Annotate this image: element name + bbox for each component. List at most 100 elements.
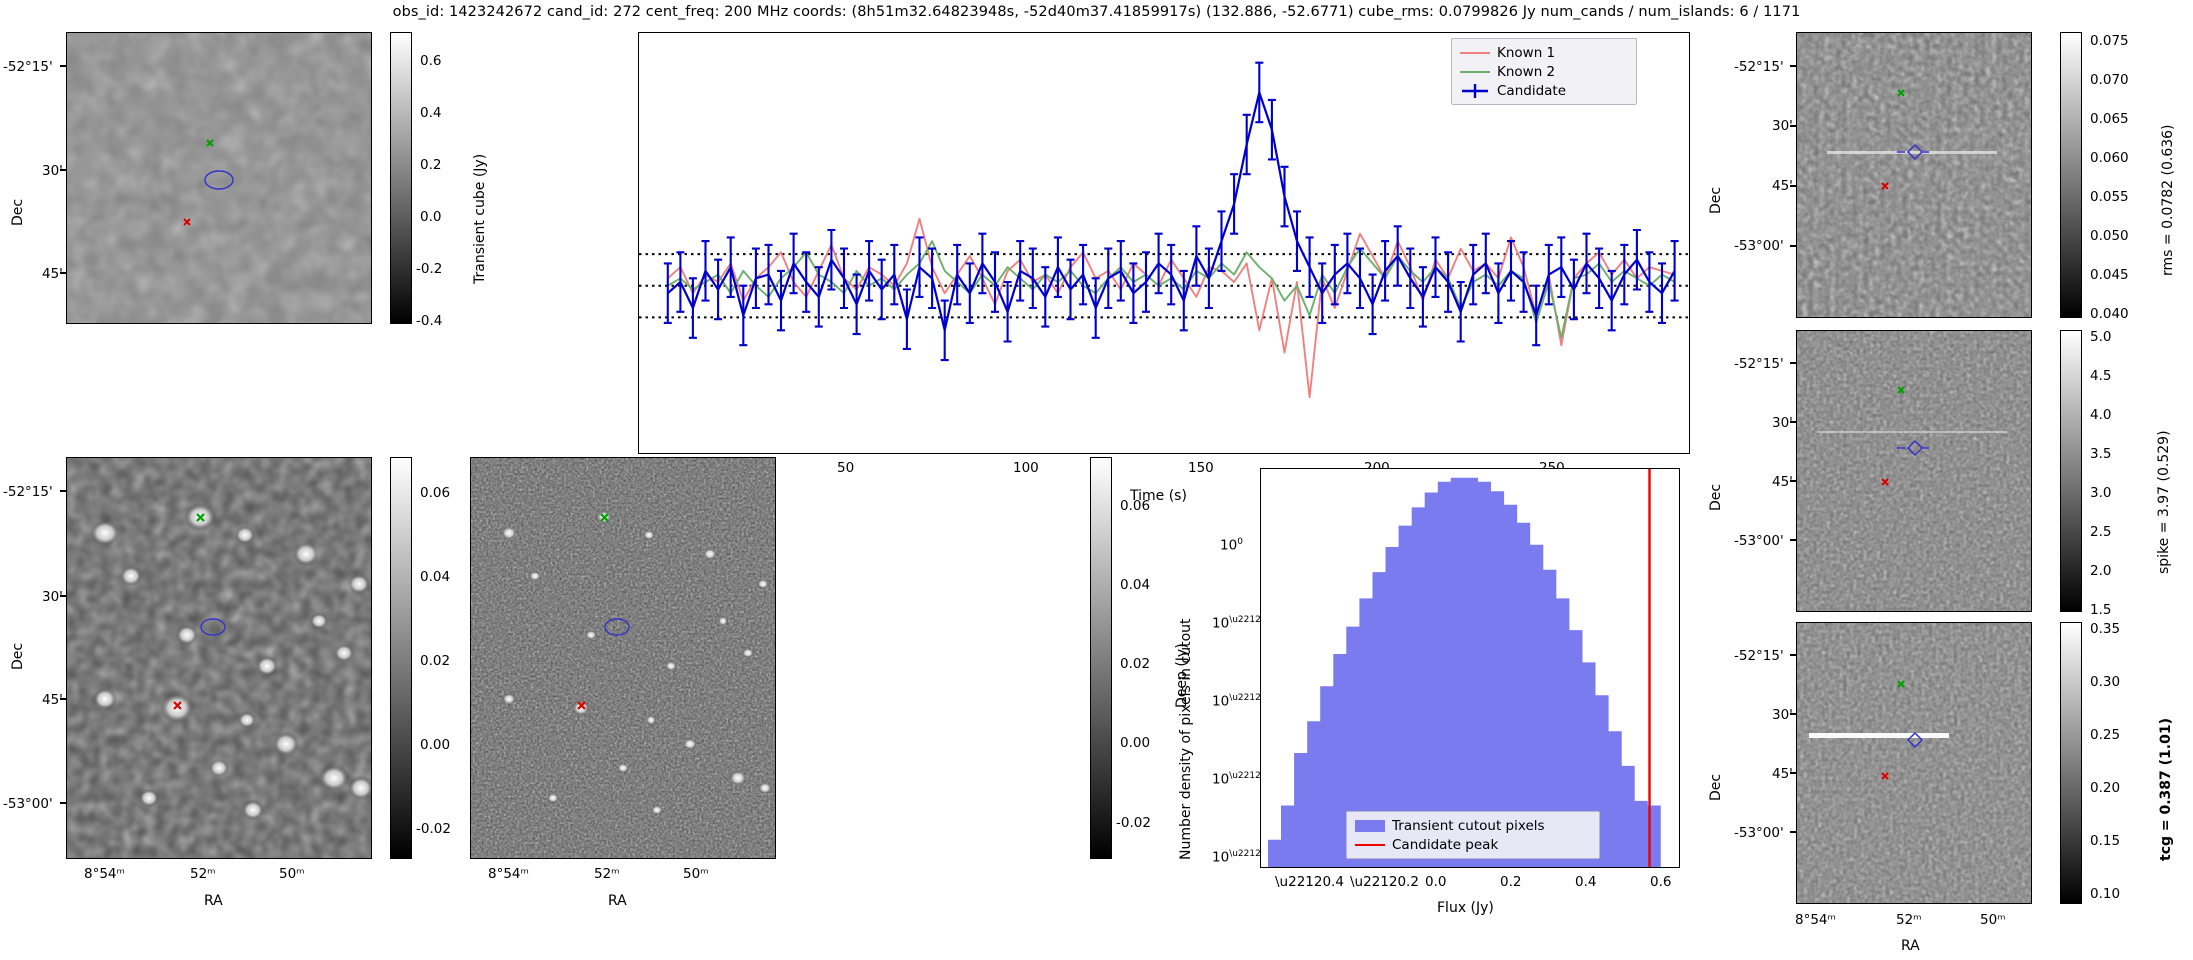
transient-cube-colorbar bbox=[390, 32, 412, 324]
histogram-xtick-5: 0.6 bbox=[1650, 874, 1672, 890]
transient-cube-ytick-2: 45' bbox=[42, 266, 63, 282]
histogram-ytick-3: 10\u22123 bbox=[1212, 771, 1267, 788]
tcg-xtick-1: 52ᵐ bbox=[1896, 912, 1922, 928]
rms-colorbar bbox=[2060, 32, 2082, 318]
rms-cbtick-5: 0.050 bbox=[2090, 228, 2129, 244]
legend-label-candidate-peak: Candidate peak bbox=[1392, 836, 1499, 853]
known-source-2-marker bbox=[196, 513, 205, 522]
known-source-1-marker bbox=[1881, 478, 1889, 486]
transient-cube-cbtick-5: -0.4 bbox=[416, 313, 443, 329]
panel-tcg: Dec -52°15' 30' 45' -53°00' 8°54ᵐ 52ᵐ bbox=[1690, 616, 2193, 960]
known-source-2-marker bbox=[600, 513, 609, 522]
gleam-image[interactable] bbox=[66, 457, 372, 859]
rms-cbtick-7: 0.040 bbox=[2090, 306, 2129, 322]
spike-cbtick-6: 2.0 bbox=[2090, 563, 2112, 579]
spike-cbtick-1: 4.5 bbox=[2090, 368, 2112, 384]
known-source-2-marker bbox=[1897, 680, 1905, 688]
lightcurve-xtick-1: 50 bbox=[837, 460, 855, 476]
deep-xtick-0: 8°54ᵐ bbox=[488, 866, 529, 882]
transient-cube-cbtick-0: 0.6 bbox=[420, 53, 442, 69]
gleam-cbtick-0: 0.06 bbox=[420, 485, 451, 501]
candidate-marker bbox=[1897, 439, 1929, 457]
deep-cbtick-1: 0.04 bbox=[1120, 577, 1151, 593]
tcg-cbtick-0: 0.35 bbox=[2090, 621, 2121, 637]
legend-label-known-1: Known 1 bbox=[1497, 44, 1556, 61]
tcg-ytick-0: -52°15' bbox=[1734, 648, 1784, 664]
histogram-xtick-2: 0.0 bbox=[1425, 874, 1447, 890]
histogram-xlabel: Flux (Jy) bbox=[1437, 900, 1494, 916]
lightcurve-xtick-2: 100 bbox=[1013, 460, 1039, 476]
histogram-ytick-0: 100 bbox=[1220, 537, 1243, 554]
tcg-image[interactable] bbox=[1796, 622, 2032, 904]
histogram-xtick-1: \u22120.2 bbox=[1350, 874, 1419, 890]
legend-item-candidate-peak: Candidate peak bbox=[1355, 835, 1591, 854]
spike-ytick-3: -53°00' bbox=[1734, 533, 1784, 549]
legend-swatch-known-2 bbox=[1460, 70, 1490, 73]
histogram-ytick-4: 10\u22124 bbox=[1212, 849, 1267, 866]
legend-item-candidate: Candidate bbox=[1460, 81, 1628, 100]
rms-ytick-3: -53°00' bbox=[1734, 238, 1784, 254]
legend-item-known-2: Known 2 bbox=[1460, 62, 1628, 81]
panel-deep: Dec bbox=[460, 457, 1190, 960]
candidate-marker bbox=[604, 618, 630, 636]
legend-item-transient-cutout-pixels: Transient cutout pixels bbox=[1355, 816, 1591, 835]
gleam-cbtick-3: 0.00 bbox=[420, 737, 451, 753]
tcg-xtick-0: 8°54ᵐ bbox=[1795, 912, 1836, 928]
known-source-2-marker bbox=[206, 139, 214, 147]
spike-colorbar bbox=[2060, 330, 2082, 612]
spike-cbtick-4: 3.0 bbox=[2090, 485, 2112, 501]
known-source-1-marker bbox=[173, 701, 182, 710]
deep-cbtick-2: 0.02 bbox=[1120, 656, 1151, 672]
transient-cube-ytick-1: 30' bbox=[42, 163, 63, 179]
transient-cube-colorbar-label: Transient cube (Jy) bbox=[472, 153, 488, 284]
tcg-colorbar bbox=[2060, 622, 2082, 904]
histogram-axes[interactable] bbox=[1260, 468, 1680, 868]
spike-cbtick-7: 1.5 bbox=[2090, 602, 2112, 618]
panel-rms: Dec -52°15' 30' 45' -53°00' 0.075 0.0 bbox=[1690, 26, 2193, 336]
known-source-1-marker bbox=[1881, 772, 1889, 780]
known-source-1-marker bbox=[1881, 182, 1889, 190]
panel-lightcurve: 0 50 100 150 200 250 Time (s) Known 1 Kn… bbox=[500, 26, 1690, 504]
histogram-ytick-2: 10\u22122 bbox=[1212, 693, 1267, 710]
spike-image[interactable] bbox=[1796, 330, 2032, 612]
deep-colorbar bbox=[1090, 457, 1112, 859]
tcg-cbtick-4: 0.15 bbox=[2090, 833, 2121, 849]
gleam-xtick-1: 52ᵐ bbox=[190, 866, 216, 882]
deep-image[interactable] bbox=[470, 457, 776, 859]
transient-cube-cbtick-3: 0.0 bbox=[420, 209, 442, 225]
gleam-ylabel: Dec bbox=[10, 642, 26, 670]
panel-gleam: Dec -52°15' 30' 45' -53°00' bbox=[0, 457, 500, 960]
legend-swatch-candidate bbox=[1460, 83, 1490, 99]
spike-cbtick-3: 3.5 bbox=[2090, 446, 2112, 462]
legend-swatch-candidate-peak bbox=[1355, 843, 1385, 846]
known-source-2-marker bbox=[1897, 89, 1905, 97]
gleam-cbtick-2: 0.02 bbox=[420, 653, 451, 669]
tcg-ytick-3: -53°00' bbox=[1734, 825, 1784, 841]
rms-image[interactable] bbox=[1796, 32, 2032, 318]
known-source-1-marker bbox=[183, 218, 191, 226]
rms-cbtick-0: 0.075 bbox=[2090, 33, 2129, 49]
candidate-marker bbox=[200, 618, 226, 636]
transient-cube-cbtick-4: -0.2 bbox=[416, 261, 443, 277]
spike-cbtick-0: 5.0 bbox=[2090, 329, 2112, 345]
transient-cube-image[interactable] bbox=[66, 32, 372, 324]
tcg-colorbar-label: tcg = 0.387 (1.01) bbox=[2158, 718, 2174, 861]
deep-cbtick-0: 0.06 bbox=[1120, 498, 1151, 514]
spike-cbtick-2: 4.0 bbox=[2090, 407, 2112, 423]
legend-swatch-transient-cutout-pixels bbox=[1355, 819, 1385, 832]
gleam-cbtick-4: -0.02 bbox=[416, 821, 451, 837]
spike-ytick-1: 30' bbox=[1772, 415, 1793, 431]
spike-ytick-0: -52°15' bbox=[1734, 356, 1784, 372]
tcg-cbtick-1: 0.30 bbox=[2090, 674, 2121, 690]
rms-colorbar-label: rms = 0.0782 (0.636) bbox=[2160, 124, 2176, 276]
candidate-marker bbox=[204, 170, 234, 190]
deep-xtick-2: 50ᵐ bbox=[683, 866, 709, 882]
tcg-cbtick-3: 0.20 bbox=[2090, 780, 2121, 796]
legend-swatch-known-1 bbox=[1460, 51, 1490, 54]
page-title: obs_id: 1423242672 cand_id: 272 cent_fre… bbox=[392, 4, 1801, 20]
tcg-xtick-2: 50ᵐ bbox=[1980, 912, 2006, 928]
panel-flux-histogram: Number density of pixels in cutout 100 1… bbox=[1160, 460, 1700, 960]
gleam-xtick-2: 50ᵐ bbox=[279, 866, 305, 882]
lightcurve-legend: Known 1 Known 2 Candidate bbox=[1451, 38, 1637, 105]
transient-cube-ytick-0: -52°15' bbox=[3, 59, 53, 75]
